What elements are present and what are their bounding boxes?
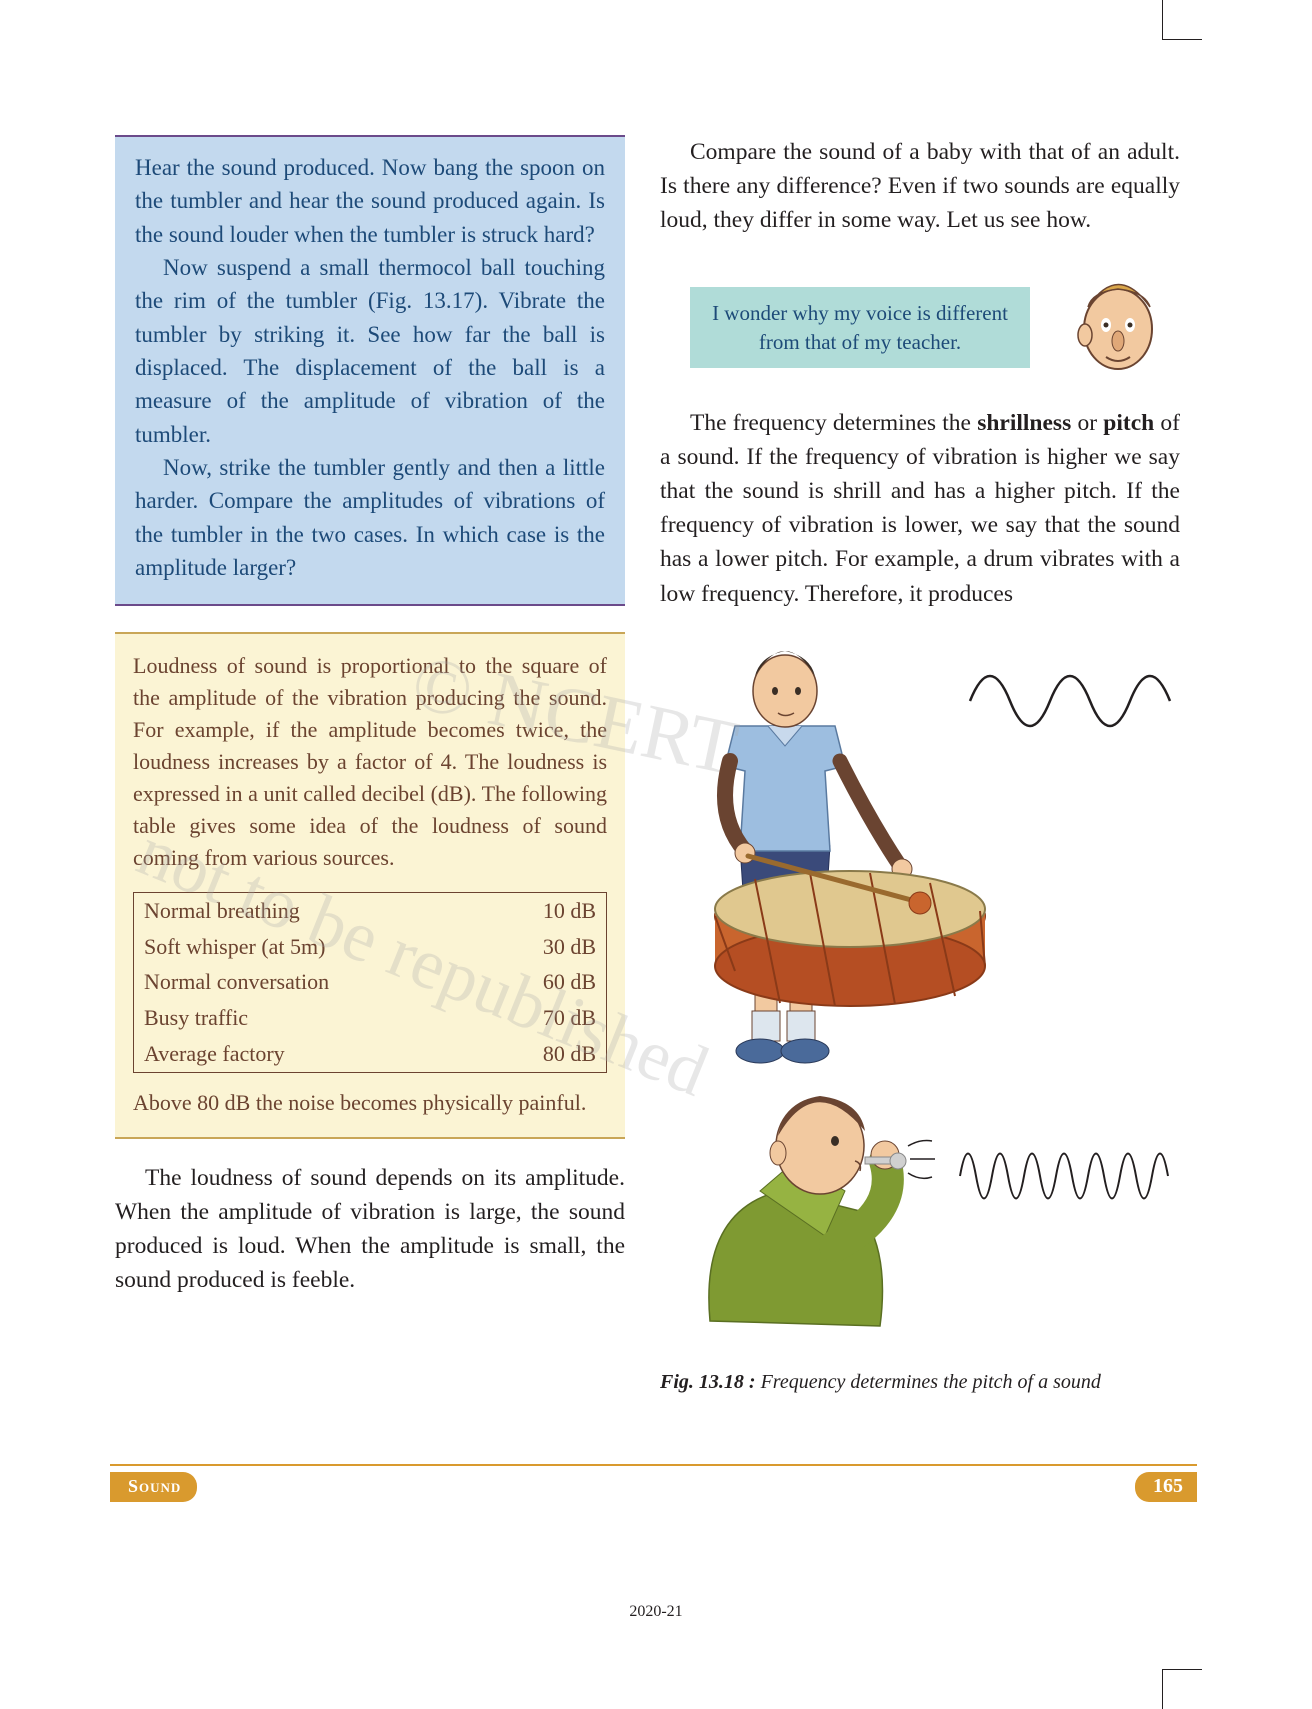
info-intro: Loudness of sound is proportional to the… [133, 650, 607, 873]
table-row: Normal breathing 10 dB [134, 893, 606, 929]
figure-svg [660, 621, 1180, 1361]
activity-para-3: Now, strike the tumbler gently and then … [135, 451, 605, 584]
footer-rule [110, 1464, 1197, 1466]
cartoon-face-icon [1070, 267, 1165, 377]
right-top-para: Compare the sound of a baby with that of… [660, 135, 1180, 237]
high-frequency-wave [960, 1153, 1168, 1198]
table-row: Soft whisper (at 5m) 30 dB [134, 929, 606, 965]
bold-shrillness: shrillness [977, 410, 1071, 436]
table-row: Average factory 80 dB [134, 1036, 606, 1072]
t: of a sound. If the frequency of vibratio… [660, 410, 1180, 606]
table-row: Normal conversation 60 dB [134, 964, 606, 1000]
bold-pitch: pitch [1103, 410, 1154, 436]
src: Busy traffic [144, 1002, 506, 1034]
left-column: Hear the sound produced. Now bang the sp… [115, 135, 625, 1394]
crop-mark-top [1162, 0, 1202, 40]
val: 60 dB [506, 966, 596, 998]
activity-box: Hear the sound produced. Now bang the sp… [115, 135, 625, 606]
val: 30 dB [506, 931, 596, 963]
src: Soft whisper (at 5m) [144, 931, 506, 963]
thought-wrap: I wonder why my voice is different from … [660, 267, 1180, 382]
info-box: Loudness of sound is proportional to the… [115, 632, 625, 1139]
val: 70 dB [506, 1002, 596, 1034]
page-footer: Sound 165 [110, 1464, 1197, 1504]
table-row: Busy traffic 70 dB [134, 1000, 606, 1036]
val: 10 dB [506, 895, 596, 927]
left-body-para: The loudness of sound depends on its amp… [115, 1161, 625, 1297]
chapter-label: Sound [110, 1472, 197, 1502]
src: Average factory [144, 1038, 506, 1070]
thought-bubble: I wonder why my voice is different from … [690, 287, 1030, 368]
activity-para-2: Now suspend a small thermocol ball touch… [135, 251, 605, 451]
decibel-table: Normal breathing 10 dB Soft whisper (at … [133, 892, 607, 1073]
crop-mark-bottom [1162, 1669, 1202, 1709]
print-year: 2020-21 [0, 1603, 1312, 1621]
t: The frequency determines the [690, 410, 977, 436]
fig-label: Fig. 13.18 : [660, 1371, 756, 1393]
page-number: 165 [1135, 1472, 1197, 1502]
low-frequency-wave [970, 676, 1170, 726]
t: or [1071, 410, 1103, 436]
src: Normal conversation [144, 966, 506, 998]
figure-caption: Fig. 13.18 : Frequency determines the pi… [660, 1371, 1180, 1394]
activity-para-1: Hear the sound produced. Now bang the sp… [135, 151, 605, 251]
page: Hear the sound produced. Now bang the sp… [0, 0, 1312, 1709]
val: 80 dB [506, 1038, 596, 1070]
fig-text: Frequency determines the pitch of a soun… [756, 1371, 1101, 1393]
whistler-illustration [709, 1096, 935, 1326]
right-column: Compare the sound of a baby with that of… [660, 135, 1180, 1394]
info-outro: Above 80 dB the noise becomes physically… [133, 1087, 607, 1119]
drummer-illustration [715, 651, 985, 1063]
figure-13-18 [660, 621, 1180, 1361]
right-body-para: The frequency determines the shrillness … [660, 406, 1180, 610]
src: Normal breathing [144, 895, 506, 927]
content-columns: Hear the sound produced. Now bang the sp… [115, 135, 1197, 1394]
